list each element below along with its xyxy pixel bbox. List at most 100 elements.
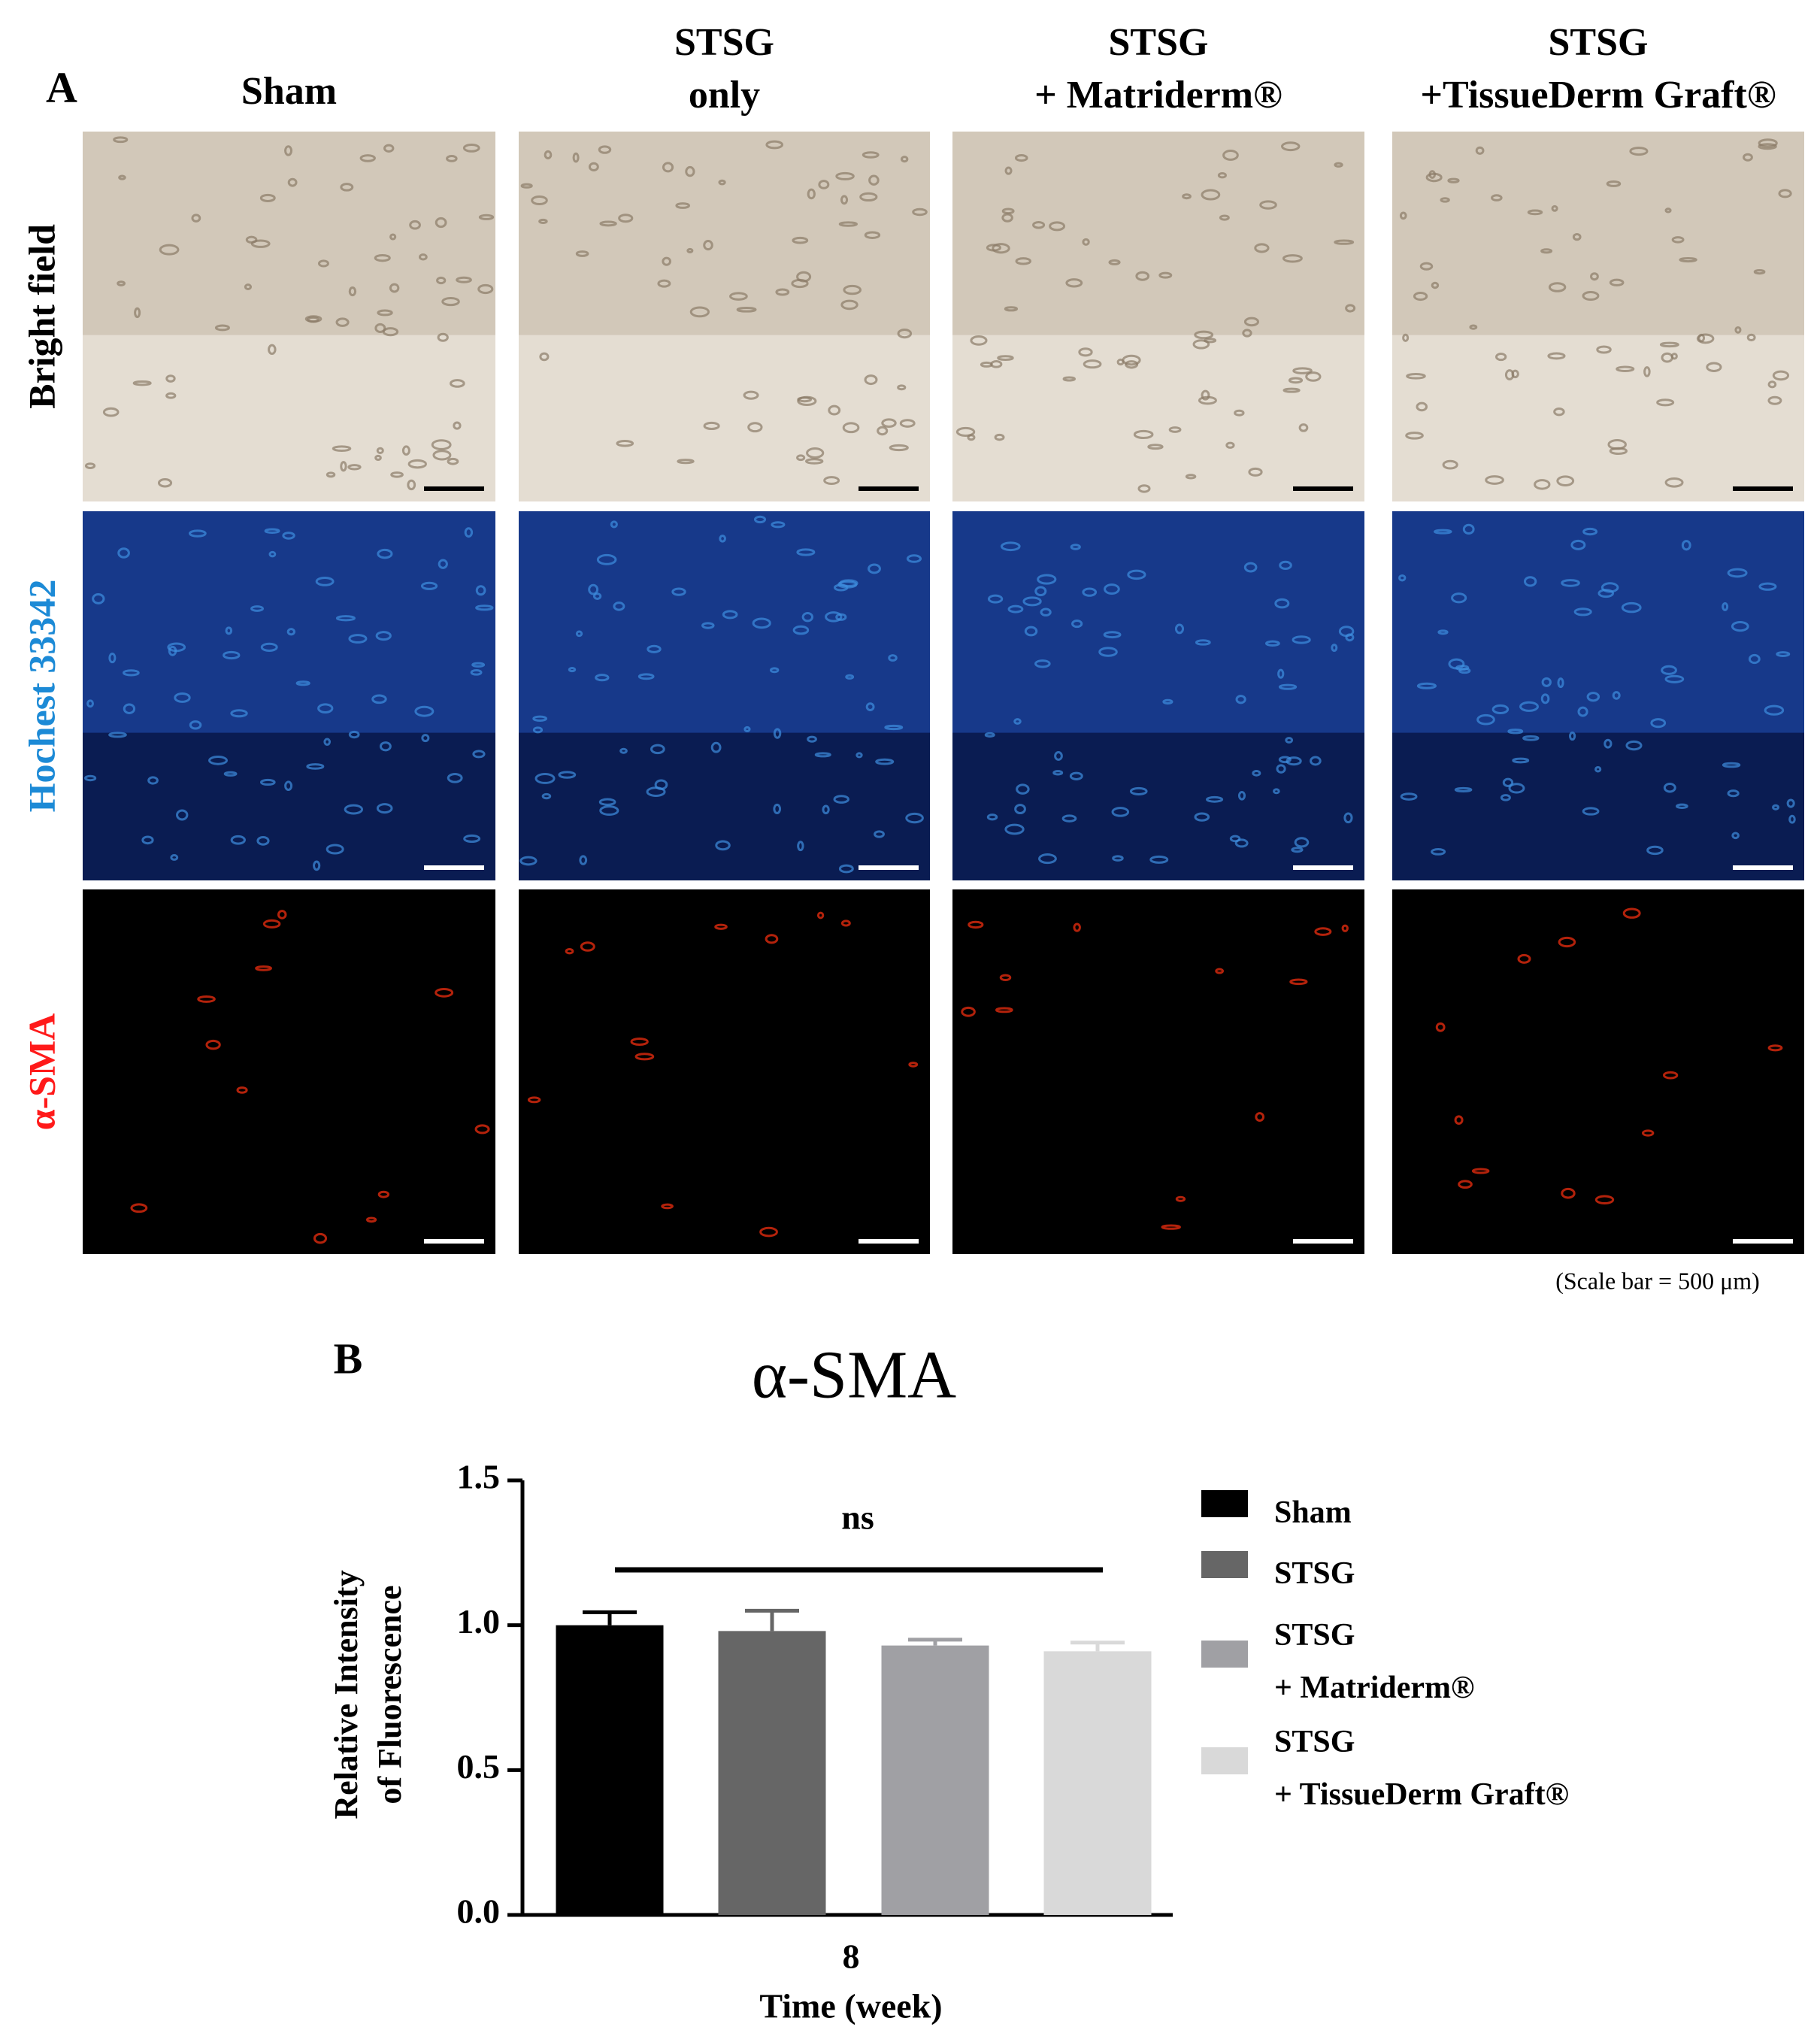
texture [1416,401,1428,412]
texture [1475,146,1485,155]
texture [534,772,556,784]
texture [236,1086,248,1094]
texture [792,625,810,635]
row-label: Bright field [20,224,62,409]
texture [1282,254,1303,263]
texture [262,919,281,929]
texture [1419,262,1434,271]
texture [743,726,751,732]
texture [1205,795,1224,803]
texture [1065,278,1083,288]
texture [596,553,617,565]
texture [718,179,726,186]
texture [1234,409,1245,417]
texture [1434,529,1452,535]
texture [905,812,924,824]
texture [1398,574,1407,582]
texture [132,380,152,386]
texture [1561,579,1580,587]
texture [176,809,189,821]
texture [1731,832,1740,840]
texture [703,421,720,430]
texture [1621,601,1642,614]
texture [1641,1129,1655,1137]
texture [1767,380,1777,389]
texture [1242,329,1252,338]
texture [1540,693,1550,704]
texture [1294,837,1310,848]
texture [230,835,246,845]
texture [1476,713,1495,726]
texture [84,774,97,782]
texture [376,447,384,454]
texture [1082,587,1098,597]
texture [1338,626,1355,638]
micrograph [952,889,1364,1254]
texture [1162,698,1173,705]
texture [377,309,393,317]
panel-label: B [334,1334,363,1383]
texture [1235,695,1246,704]
texture [1133,429,1154,440]
texture [141,835,154,845]
texture [174,692,191,703]
texture [1248,467,1263,477]
texture [765,934,779,944]
texture [1292,367,1313,374]
texture [377,1190,390,1198]
texture [1582,807,1600,816]
column-header: STSG [1549,21,1649,64]
texture [1727,789,1740,798]
texture [1277,668,1285,679]
texture [1168,426,1182,433]
texture [1512,757,1530,764]
texture [616,439,634,447]
texture [326,844,344,855]
texture [259,193,276,202]
texture [374,253,391,262]
texture [1743,153,1753,162]
texture [284,145,293,156]
texture [1643,366,1651,377]
texture [565,948,574,955]
texture [446,155,458,162]
texture [1646,845,1664,856]
texture [1495,353,1507,362]
texture [197,995,216,1003]
texture [647,644,662,653]
texture [1437,629,1449,635]
texture [377,548,393,559]
y-tick-label: 1.0 [457,1602,501,1641]
texture [1534,479,1551,490]
texture [1127,569,1146,580]
texture [1548,282,1567,292]
texture [1406,372,1426,380]
texture [1758,138,1778,148]
texture [1462,523,1475,535]
texture [864,374,878,386]
texture [868,174,880,186]
texture [1402,333,1410,342]
texture [538,218,548,225]
y-tick-label: 1.5 [457,1458,501,1496]
texture [807,188,816,200]
texture [1264,640,1280,647]
texture [165,392,177,399]
texture [260,642,278,653]
texture [389,283,400,293]
texture [677,459,695,465]
texture [1607,439,1627,450]
texture [1606,180,1622,187]
texture [1004,166,1013,175]
texture [315,576,335,586]
texture [1447,177,1460,183]
texture [610,520,618,529]
column-header: only [689,74,760,117]
texture [797,396,813,403]
texture [456,276,472,283]
micrograph [1392,889,1804,1254]
texture [588,162,599,171]
texture [118,174,126,180]
texture [1052,770,1064,776]
